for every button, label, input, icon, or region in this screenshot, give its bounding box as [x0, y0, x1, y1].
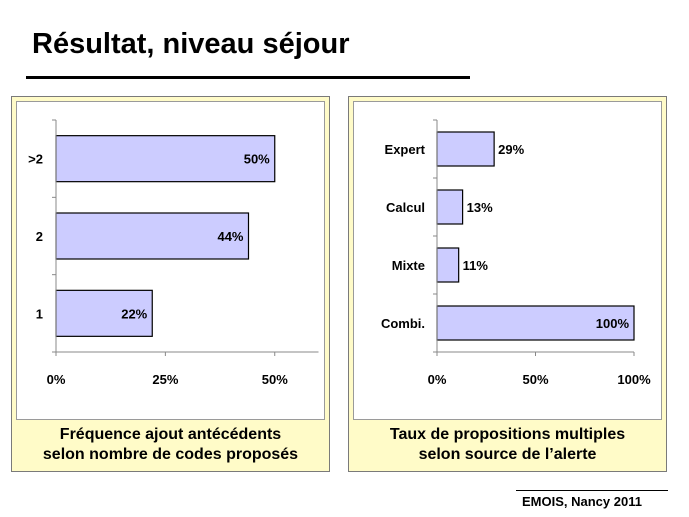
right-caption-line-2: selon source de l’alerte — [418, 446, 597, 463]
category-label-1-2: Mixte — [392, 258, 425, 273]
bar-1-2 — [436, 247, 460, 283]
footer-rule — [516, 490, 668, 491]
category-label-1-1: Calcul — [386, 200, 425, 215]
left-caption-line-1: Fréquence ajout antécédents — [59, 426, 282, 443]
right-chart-plot: Expert 29% Calcul 13% Mixte 11% Combi. 100% 0% 50… — [353, 101, 662, 420]
footer-credit: EMOIS, Nancy 2011 — [522, 494, 642, 509]
bar-0-2 — [55, 289, 153, 337]
left-chart-panel: >2 50% 2 44% 1 22% 0% 25% 50% Fréquence ajout an… — [11, 96, 330, 472]
left-chart-plot: >2 50% 2 44% 1 22% 0% 25% 50% — [16, 101, 325, 420]
x-tick-label-1-0: 0% — [428, 372, 447, 387]
category-label-1-3: Combi. — [381, 316, 425, 331]
page-title: Résultat, niveau séjour — [32, 28, 350, 60]
data-label-0-1: 44% — [217, 229, 243, 244]
data-label-1-3: 100% — [596, 316, 630, 331]
category-label-1-0: Expert — [385, 142, 426, 157]
x-tick-label-0-2: 50% — [262, 372, 288, 387]
bar-0-0 — [55, 135, 276, 183]
left-bar-chart: >2 50% 2 44% 1 22% 0% 25% 50% — [28, 119, 319, 387]
data-label-1-1: 13% — [467, 200, 493, 215]
right-chart-panel: Expert 29% Calcul 13% Mixte 11% Combi. 100% 0% 50… — [348, 96, 667, 472]
x-tick-label-1-1: 50% — [522, 372, 548, 387]
title-underline — [26, 76, 470, 79]
right-chart-caption: Taux de propositions multiples selon sou… — [349, 425, 666, 465]
data-label-1-2: 11% — [463, 258, 489, 273]
category-label-0-0: >2 — [28, 152, 43, 167]
left-caption-line-2: selon nombre de codes proposés — [42, 446, 299, 463]
bar-0-1 — [55, 212, 250, 260]
x-tick-label-1-2: 100% — [617, 372, 651, 387]
category-label-0-2: 1 — [36, 306, 43, 321]
x-tick-label-0-1: 25% — [152, 372, 178, 387]
x-tick-label-0-0: 0% — [47, 372, 66, 387]
right-caption-line-1: Taux de propositions multiples — [389, 426, 626, 443]
data-label-1-0: 29% — [498, 142, 524, 157]
data-label-0-2: 22% — [121, 306, 147, 321]
right-bar-chart: Expert 29% Calcul 13% Mixte 11% Combi. 100% 0% 50… — [381, 119, 651, 387]
bar-1-0 — [436, 131, 495, 167]
data-label-0-0: 50% — [244, 152, 270, 167]
left-chart-caption: Fréquence ajout antécédents selon nombre… — [12, 425, 329, 465]
bar-1-1 — [436, 189, 464, 225]
category-label-0-1: 2 — [36, 229, 43, 244]
